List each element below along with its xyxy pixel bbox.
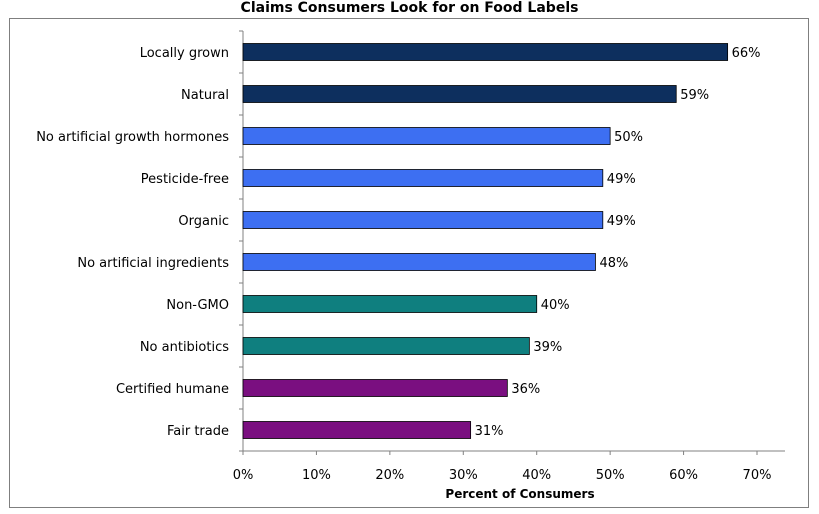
category-label: Locally grown	[140, 46, 229, 61]
bar	[242, 85, 677, 103]
data-label: 66%	[732, 46, 761, 61]
category-label: No artificial ingredients	[77, 256, 229, 271]
category-label: Organic	[178, 214, 229, 229]
category-label: Fair trade	[167, 424, 229, 439]
data-label: 40%	[541, 298, 570, 313]
bar	[242, 379, 508, 397]
plot-area: 0% 10% 20% 30% 40% 50% 60% 70% Locally grown 66% N…	[36, 30, 785, 483]
data-label: 48%	[599, 256, 628, 271]
chart-frame	[9, 18, 809, 508]
x-tick-label: 60%	[669, 468, 698, 483]
data-label: 39%	[533, 340, 562, 355]
chart-title: Claims Consumers Look for on Food Labels	[240, 0, 579, 16]
bar	[242, 127, 611, 145]
data-label: 49%	[607, 214, 636, 229]
x-tick-label: 40%	[522, 468, 551, 483]
category-label: No antibiotics	[140, 340, 229, 355]
x-tick-label: 70%	[743, 468, 772, 483]
bar	[242, 253, 596, 271]
bar	[242, 43, 729, 61]
bar	[242, 337, 530, 355]
category-label: Pesticide-free	[141, 172, 229, 187]
category-label: Natural	[181, 88, 229, 103]
x-tick-label: 30%	[449, 468, 478, 483]
bar	[242, 421, 472, 439]
x-tick-label: 0%	[233, 468, 254, 483]
x-tick-label: 20%	[375, 468, 404, 483]
x-axis-title: Percent of Consumers	[445, 487, 594, 501]
data-label: 31%	[475, 424, 504, 439]
data-label: 36%	[511, 382, 540, 397]
x-tick-label: 50%	[596, 468, 625, 483]
data-label: 49%	[607, 172, 636, 187]
category-label: Non-GMO	[166, 298, 229, 313]
category-label: No artificial growth hormones	[36, 130, 229, 145]
data-label: 50%	[614, 130, 643, 145]
category-label: Certified humane	[116, 382, 229, 397]
bar	[242, 211, 604, 229]
bar	[242, 169, 604, 187]
data-label: 59%	[680, 88, 709, 103]
bar	[242, 295, 538, 313]
x-tick-label: 10%	[302, 468, 331, 483]
